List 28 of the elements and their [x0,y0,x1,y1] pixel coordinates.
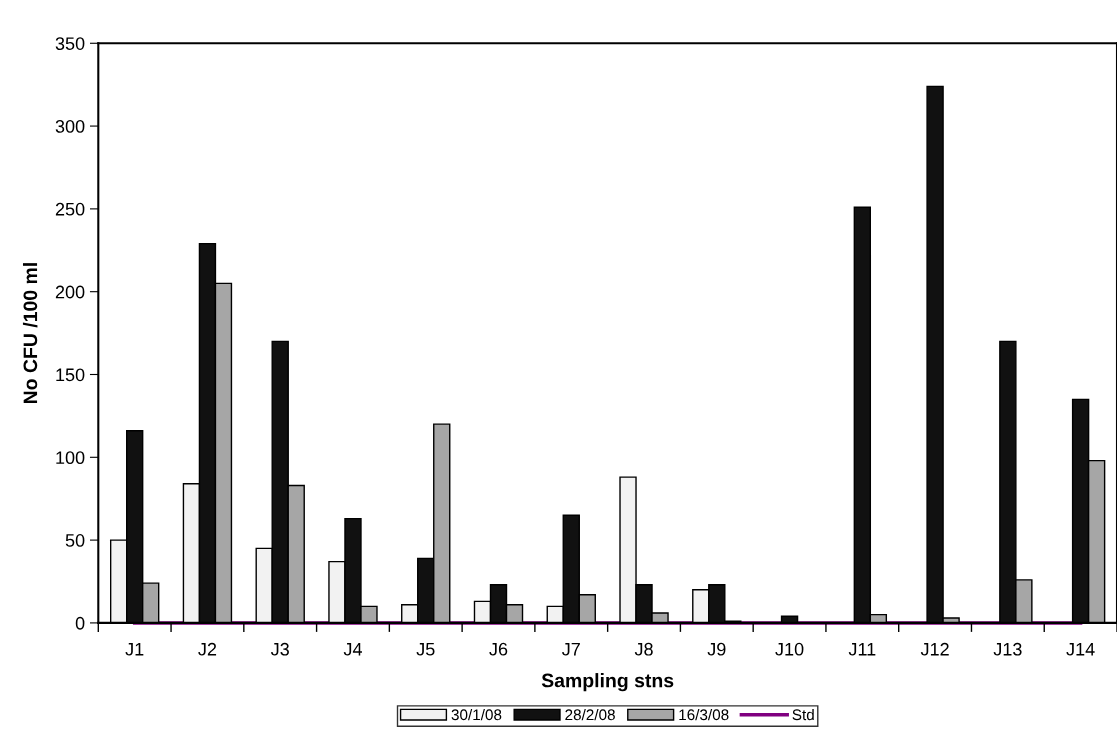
x-tick-label: J3 [270,642,289,656]
x-tick-label: J10 [775,642,804,656]
legend-label: 28/2/08 [565,708,615,721]
x-tick-label: J1 [125,643,144,656]
x-tick-label: J13 [993,642,1022,656]
legend-label: Std [792,708,814,721]
y-tick-label: 50 [65,534,85,547]
legend-label: 30/1/08 [451,708,502,721]
x-tick-label: J12 [920,642,949,656]
x-axis-title: Sampling stns [541,673,674,692]
x-tick-label: J7 [562,643,580,656]
y-tick-label: 350 [55,37,85,50]
x-tick-label: J9 [707,642,726,656]
legend-label: 16/3/08 [679,708,729,721]
x-tick-label: J2 [198,642,217,656]
x-tick-label: J4 [343,643,362,656]
y-tick-label: 300 [55,120,85,133]
y-tick-label: 150 [56,368,85,382]
y-tick-label: 200 [55,285,85,299]
x-tick-label: J8 [634,642,653,656]
x-tick-label: J6 [489,642,508,656]
x-tick-label: J11 [848,643,876,656]
x-tick-label: J14 [1066,643,1095,656]
y-axis-title: No CFU /100 ml [22,263,38,404]
y-tick-label: 250 [55,202,85,216]
y-tick-label: 100 [56,451,85,465]
y-tick-label: 0 [75,616,85,630]
x-tick-label: J5 [416,643,435,656]
